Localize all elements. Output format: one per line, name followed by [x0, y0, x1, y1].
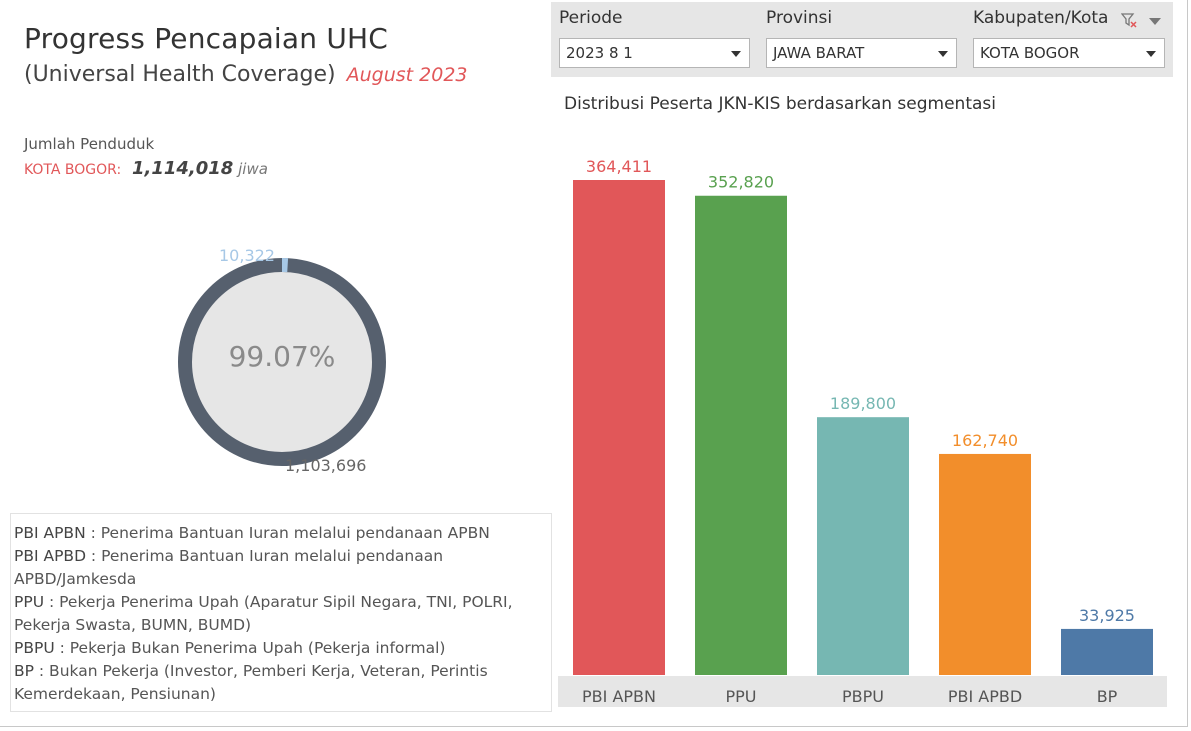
filter-periode: Periode 2023 8 1 — [559, 8, 750, 68]
chevron-down-icon — [938, 51, 948, 57]
bar-pbi-apbd[interactable] — [939, 453, 1031, 675]
population-city: KOTA BOGOR: — [24, 162, 122, 178]
bar-ppu[interactable] — [695, 195, 787, 676]
population-label: Jumlah Penduduk — [24, 135, 155, 153]
clear-filter-icon[interactable] — [1121, 12, 1137, 28]
legend-item: PBI APBN : Penerima Bantuan Iuran melalu… — [14, 524, 490, 542]
x-tick-label: PBI APBD — [948, 687, 1022, 706]
filter-kabupaten-label: Kabupaten/Kota — [973, 8, 1109, 28]
covered-count: 1,103,696 — [285, 456, 367, 475]
page-subtitle: (Universal Health Coverage) August 2023 — [24, 62, 468, 87]
chevron-down-icon — [1146, 51, 1156, 57]
page-title: Progress Pencapaian UHC — [24, 22, 389, 55]
periode-value: 2023 8 1 — [566, 44, 633, 62]
provinsi-select[interactable]: JAWA BARAT — [766, 38, 957, 68]
bar-value-label: 352,820 — [708, 173, 774, 192]
chart-title: Distribusi Peserta JKN-KIS berdasarkan s… — [564, 94, 996, 114]
kabupaten-value: KOTA BOGOR — [980, 44, 1080, 62]
bar-value-label: 33,925 — [1079, 606, 1135, 625]
filter-tools — [1121, 12, 1162, 32]
kabupaten-select[interactable]: KOTA BOGOR — [973, 38, 1165, 68]
period-month: August 2023 — [346, 64, 468, 86]
subtitle-text: (Universal Health Coverage) — [24, 62, 336, 87]
bar-value-label: 364,411 — [586, 157, 652, 176]
bar-pbpu[interactable] — [817, 417, 909, 675]
x-tick-label: PBI APBN — [582, 687, 656, 706]
uncovered-count: 10,322 — [219, 246, 275, 265]
coverage-donut[interactable] — [170, 250, 394, 474]
x-tick-label: PBPU — [842, 687, 884, 706]
population-value: 1,114,018 — [131, 158, 234, 179]
segment-bar-chart: 364,411 PBI APBN 352,820 PPU 189,800 PBPU 162,… — [558, 157, 1167, 707]
x-tick-label: BP — [1097, 687, 1118, 706]
bar-value-label: 189,800 — [830, 394, 896, 413]
x-axis-band — [558, 676, 1167, 707]
filter-kabupaten: Kabupaten/Kota KOTA BOGOR — [973, 8, 1165, 68]
bar-bp[interactable] — [1061, 628, 1153, 675]
chevron-down-icon — [731, 51, 741, 57]
filter-menu-icon[interactable] — [1149, 18, 1162, 25]
filter-provinsi-label: Provinsi — [766, 8, 833, 28]
bar-pbi-apbn[interactable] — [573, 180, 665, 675]
population-line: KOTA BOGOR: 1,114,018 jiwa — [24, 158, 268, 179]
legend-item: PBPU : Pekerja Bukan Penerima Upah (Peke… — [14, 639, 446, 657]
provinsi-value: JAWA BARAT — [773, 44, 865, 62]
filter-panel: Periode 2023 8 1 Provinsi JAWA BARAT Kab… — [551, 2, 1173, 77]
periode-select[interactable]: 2023 8 1 — [559, 38, 750, 68]
legend-item: PBI APBD : Penerima Bantuan Iuran melalu… — [14, 547, 444, 588]
x-tick-label: PPU — [725, 687, 756, 706]
donut-center — [185, 265, 379, 459]
legend-item: PPU : Pekerja Penerima Upah (Aparatur Si… — [14, 593, 513, 634]
population-unit: jiwa — [238, 160, 268, 178]
filter-provinsi: Provinsi JAWA BARAT — [766, 8, 957, 68]
bar-value-label: 162,740 — [952, 431, 1018, 450]
segment-legend: PBI APBN : Penerima Bantuan Iuran melalu… — [10, 513, 552, 712]
coverage-percent: 99.07% — [228, 340, 336, 373]
legend-item: BP : Bukan Pekerja (Investor, Pemberi Ke… — [14, 662, 488, 703]
filter-periode-label: Periode — [559, 8, 623, 28]
